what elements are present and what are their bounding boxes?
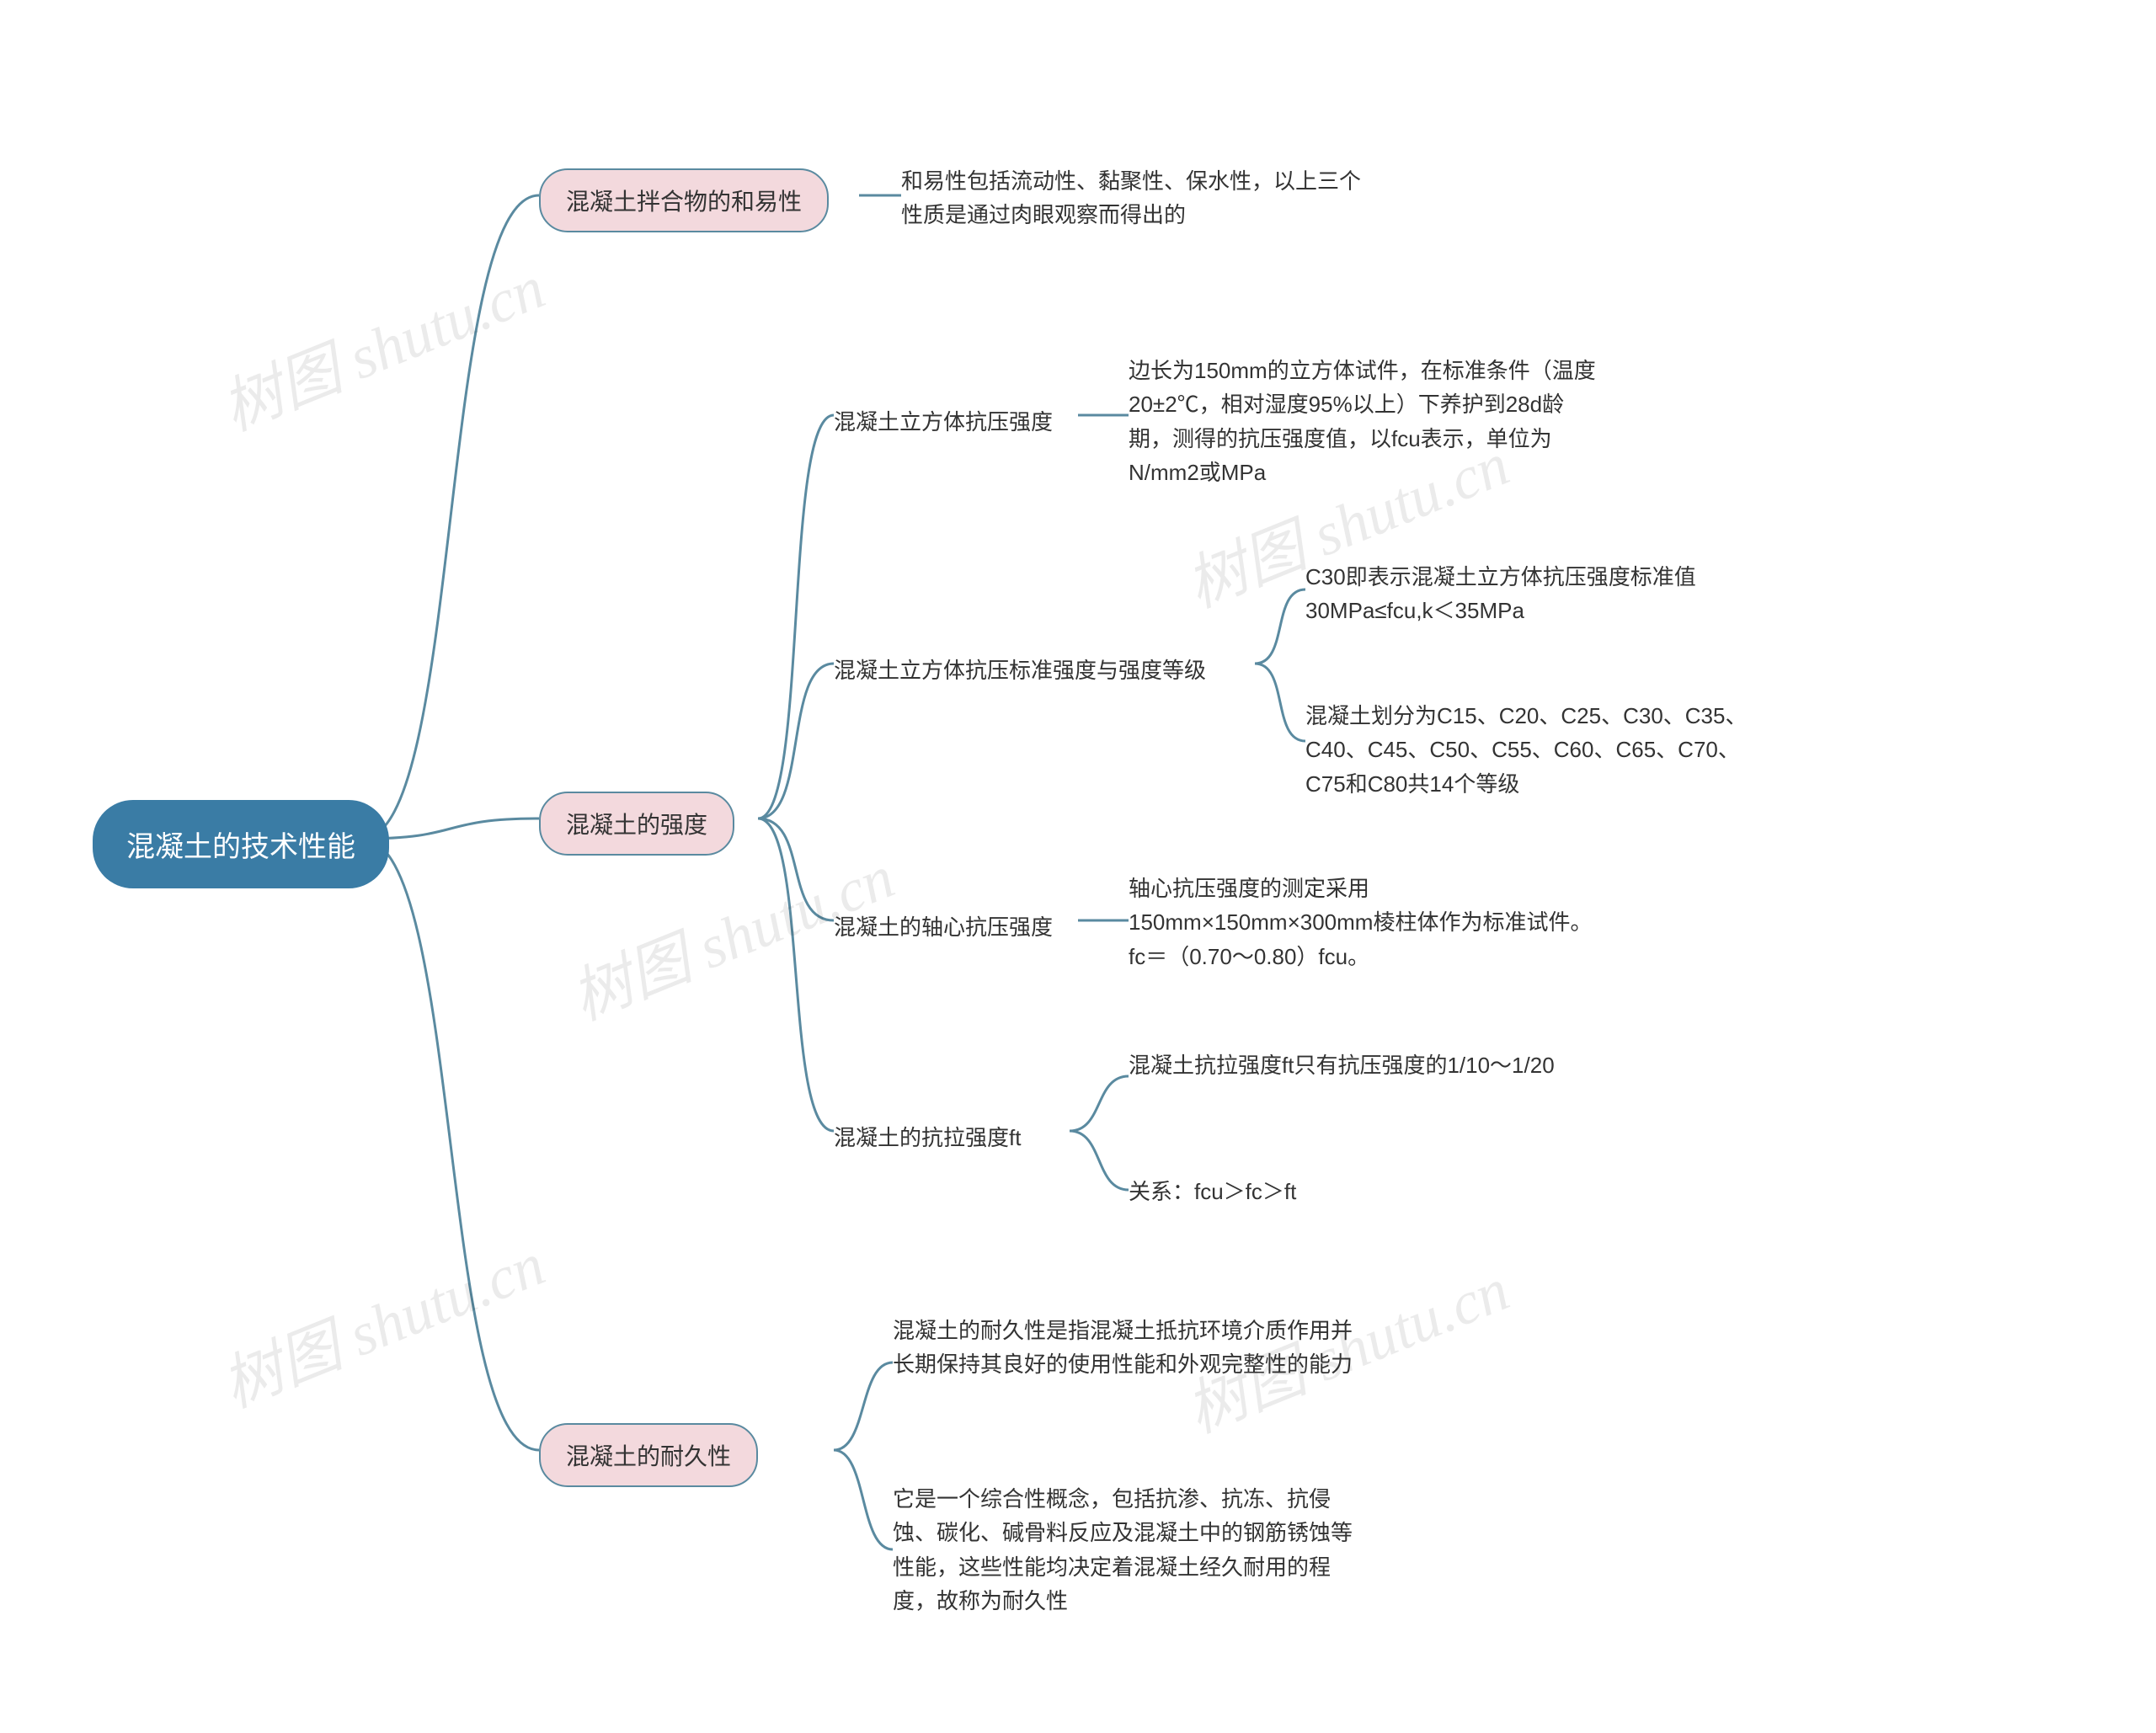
leaf-tensile-a: 混凝土抗拉强度ft只有抗压强度的1/10～1/20 xyxy=(1129,1048,1555,1082)
watermark: 树图 shutu.cn xyxy=(206,237,555,447)
sub-tensile-strength: 混凝土的抗拉强度ft xyxy=(834,1116,1021,1157)
leaf-durability-b: 它是一个综合性概念，包括抗渗、抗冻、抗侵蚀、碳化、碱骨料反应及混凝土中的钢筋锈蚀… xyxy=(893,1482,1364,1618)
sub-cube-strength: 混凝土立方体抗压强度 xyxy=(834,400,1053,441)
sub-grade-strength: 混凝土立方体抗压标准强度与强度等级 xyxy=(834,648,1206,690)
leaf-workability: 和易性包括流动性、黏聚性、保水性，以上三个性质是通过肉眼观察而得出的 xyxy=(901,164,1373,232)
branch-workability: 混凝土拌合物的和易性 xyxy=(539,168,829,232)
branch-durability: 混凝土的耐久性 xyxy=(539,1423,758,1487)
leaf-grade-a: C30即表示混凝土立方体抗压强度标准值30MPa≤fcu,k＜35MPa xyxy=(1305,560,1777,628)
leaf-grade-b: 混凝土划分为C15、C20、C25、C30、C35、C40、C45、C50、C5… xyxy=(1305,699,1777,801)
branch-strength: 混凝土的强度 xyxy=(539,792,734,856)
leaf-durability-a: 混凝土的耐久性是指混凝土抵抗环境介质作用并长期保持其良好的使用性能和外观完整性的… xyxy=(893,1314,1364,1382)
root-node: 混凝土的技术性能 xyxy=(93,800,389,888)
mindmap-canvas: 混凝土的技术性能 混凝土拌合物的和易性 和易性包括流动性、黏聚性、保水性，以上三… xyxy=(0,0,2156,1733)
leaf-tensile-b: 关系：fcu＞fc＞ft xyxy=(1129,1175,1296,1208)
watermark: 树图 shutu.cn xyxy=(206,1214,555,1424)
sub-axial-strength: 混凝土的轴心抗压强度 xyxy=(834,905,1053,946)
leaf-axial-strength: 轴心抗压强度的测定采用150mm×150mm×300mm棱柱体作为标准试件。 f… xyxy=(1129,872,1600,973)
leaf-cube-strength: 边长为150mm的立方体试件，在标准条件（温度20±2℃，相对湿度95%以上）下… xyxy=(1129,354,1600,489)
